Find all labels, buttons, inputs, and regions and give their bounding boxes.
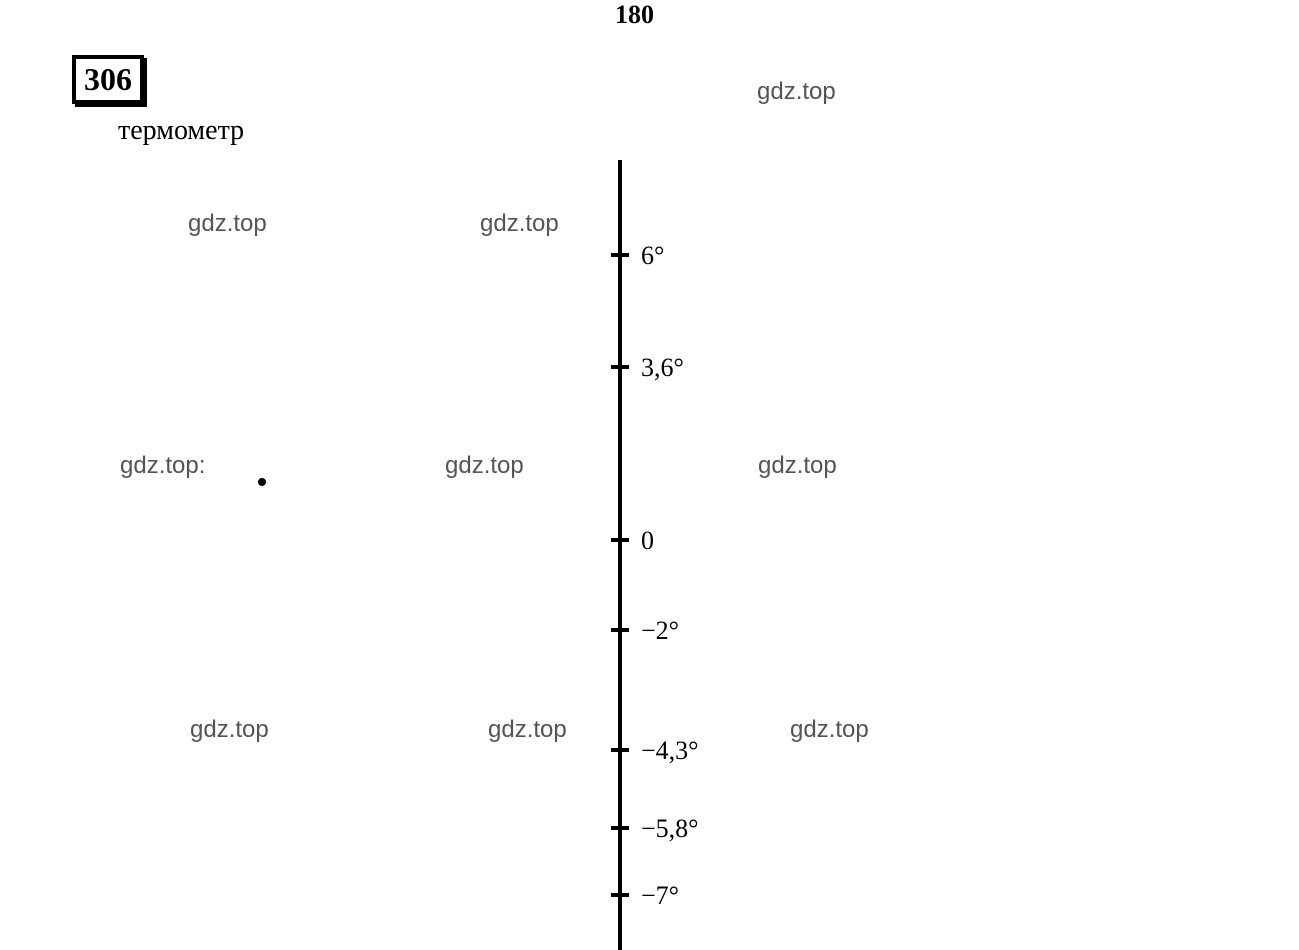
decorative-dot xyxy=(258,478,266,486)
page-number: 180 xyxy=(615,0,654,30)
watermark-text: gdz.top xyxy=(757,78,836,106)
caption-text: термометр xyxy=(118,115,244,147)
tick-label: −4,3° xyxy=(641,736,699,765)
watermark-text: gdz.top xyxy=(188,210,267,238)
problem-number-box: 306 xyxy=(72,55,144,104)
tick-label: −2° xyxy=(641,616,679,645)
watermark-text: gdz.top xyxy=(120,452,205,480)
watermark-text: gdz.top xyxy=(190,716,269,744)
watermark-text: gdz.top xyxy=(790,716,869,744)
tick-label: 0 xyxy=(641,526,654,555)
thermometer-chart: 6° 3,6° 0 −2° −4,3° −5,8° −7° xyxy=(500,160,800,950)
tick-label: −7° xyxy=(641,881,679,910)
tick-label: 6° xyxy=(641,241,664,270)
tick-label: 3,6° xyxy=(641,353,684,382)
tick-label: −5,8° xyxy=(641,814,699,843)
